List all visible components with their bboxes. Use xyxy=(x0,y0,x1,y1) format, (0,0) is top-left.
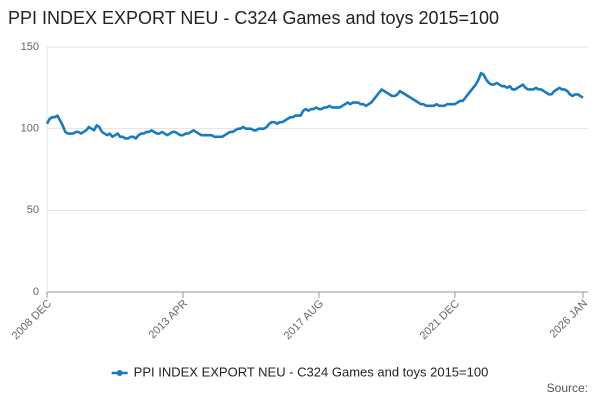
y-tick-label: 100 xyxy=(21,123,39,135)
x-tick-label: 2013 APR xyxy=(147,298,191,342)
chart-title: PPI INDEX EXPORT NEU - C324 Games and to… xyxy=(8,8,499,28)
source-note: Source: xyxy=(547,381,588,395)
data-line xyxy=(45,71,584,140)
y-tick-label: 150 xyxy=(21,41,39,53)
legend-marker xyxy=(116,370,123,376)
x-tick-label: 2008 DEC xyxy=(10,298,54,342)
x-tick-label: 2017 AUG xyxy=(282,298,326,342)
y-tick-label: 50 xyxy=(27,204,39,216)
y-tick-label: 0 xyxy=(33,286,39,298)
legend-label: PPI INDEX EXPORT NEU - C324 Games and to… xyxy=(134,364,489,379)
x-tick-label: 2026 JAN xyxy=(548,298,591,341)
x-tick-label: 2021 DEC xyxy=(418,298,462,342)
